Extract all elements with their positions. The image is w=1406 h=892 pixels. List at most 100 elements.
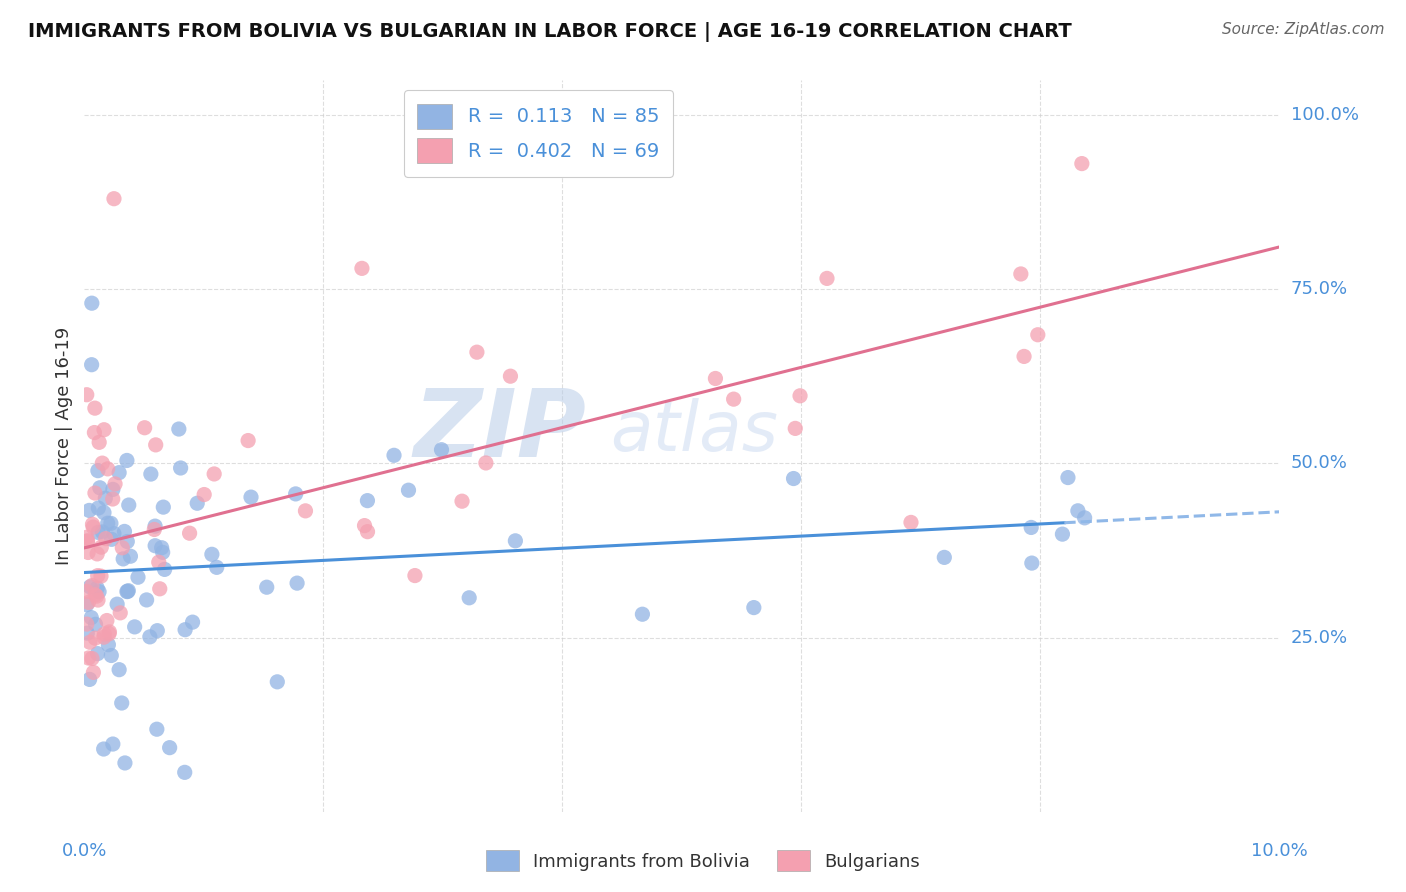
Point	[256, 580, 278, 594]
Point	[458, 591, 481, 605]
Point	[82, 520, 104, 534]
Point	[240, 490, 263, 504]
Point	[143, 523, 166, 537]
Point	[173, 765, 195, 780]
Point	[114, 756, 136, 770]
Point	[89, 481, 111, 495]
Point	[80, 578, 103, 592]
Point	[84, 486, 107, 500]
Point	[1012, 350, 1035, 364]
Point	[398, 483, 420, 498]
Point	[76, 533, 98, 548]
Point	[93, 742, 115, 756]
Point	[104, 476, 127, 491]
Point	[94, 532, 117, 546]
Text: 10.0%: 10.0%	[1251, 842, 1308, 860]
Point	[87, 464, 110, 478]
Point	[105, 597, 128, 611]
Point	[82, 665, 104, 680]
Point	[90, 540, 112, 554]
Text: 100.0%: 100.0%	[1291, 106, 1358, 124]
Point	[284, 487, 307, 501]
Text: 50.0%: 50.0%	[1291, 454, 1347, 473]
Point	[1057, 470, 1080, 484]
Point	[193, 487, 215, 501]
Point	[83, 401, 105, 416]
Point	[97, 638, 120, 652]
Point	[90, 569, 112, 583]
Point	[97, 462, 120, 476]
Point	[169, 461, 191, 475]
Point	[139, 630, 162, 644]
Text: 0.0%: 0.0%	[62, 842, 107, 860]
Point	[475, 456, 498, 470]
Point	[499, 369, 522, 384]
Y-axis label: In Labor Force | Age 16-19: In Labor Force | Age 16-19	[55, 326, 73, 566]
Point	[114, 524, 136, 539]
Point	[84, 617, 107, 632]
Point	[80, 651, 103, 665]
Point	[98, 624, 121, 639]
Point	[145, 438, 167, 452]
Point	[84, 588, 107, 602]
Point	[404, 568, 426, 582]
Point	[77, 545, 100, 559]
Point	[451, 494, 474, 508]
Point	[87, 584, 110, 599]
Point	[93, 630, 115, 644]
Point	[87, 501, 110, 516]
Point	[782, 471, 804, 485]
Point	[205, 560, 228, 574]
Point	[146, 723, 169, 737]
Point	[77, 651, 100, 665]
Point	[93, 627, 115, 641]
Point	[152, 500, 174, 515]
Point	[87, 525, 110, 540]
Point	[1010, 267, 1032, 281]
Point	[294, 504, 316, 518]
Point	[704, 371, 727, 385]
Point	[382, 448, 405, 462]
Point	[76, 626, 98, 640]
Point	[87, 593, 110, 607]
Point	[76, 530, 98, 544]
Point	[112, 552, 135, 566]
Point	[742, 600, 765, 615]
Point	[148, 555, 170, 569]
Point	[143, 539, 166, 553]
Point	[76, 388, 98, 402]
Point	[93, 506, 115, 520]
Point	[135, 593, 157, 607]
Point	[153, 562, 176, 576]
Point	[86, 581, 108, 595]
Text: atlas: atlas	[610, 398, 778, 465]
Point	[80, 358, 103, 372]
Point	[202, 467, 225, 481]
Point	[79, 635, 101, 649]
Point	[789, 389, 811, 403]
Point	[110, 606, 132, 620]
Point	[631, 607, 654, 622]
Point	[934, 550, 956, 565]
Point	[84, 631, 107, 645]
Point	[91, 456, 114, 470]
Point	[1026, 327, 1049, 342]
Point	[152, 545, 174, 559]
Point	[76, 617, 98, 632]
Point	[101, 491, 124, 506]
Point	[111, 541, 134, 555]
Point	[785, 421, 807, 435]
Point	[1073, 511, 1095, 525]
Point	[93, 423, 115, 437]
Point	[723, 392, 745, 406]
Point	[108, 466, 131, 480]
Point	[120, 549, 142, 564]
Text: 75.0%: 75.0%	[1291, 280, 1348, 298]
Point	[83, 425, 105, 440]
Text: 25.0%: 25.0%	[1291, 629, 1348, 647]
Point	[98, 627, 121, 641]
Point	[174, 623, 197, 637]
Text: IMMIGRANTS FROM BOLIVIA VS BULGARIAN IN LABOR FORCE | AGE 16-19 CORRELATION CHAR: IMMIGRANTS FROM BOLIVIA VS BULGARIAN IN …	[28, 22, 1071, 42]
Legend: R =  0.113   N = 85, R =  0.402   N = 69: R = 0.113 N = 85, R = 0.402 N = 69	[404, 90, 673, 177]
Point	[80, 296, 103, 310]
